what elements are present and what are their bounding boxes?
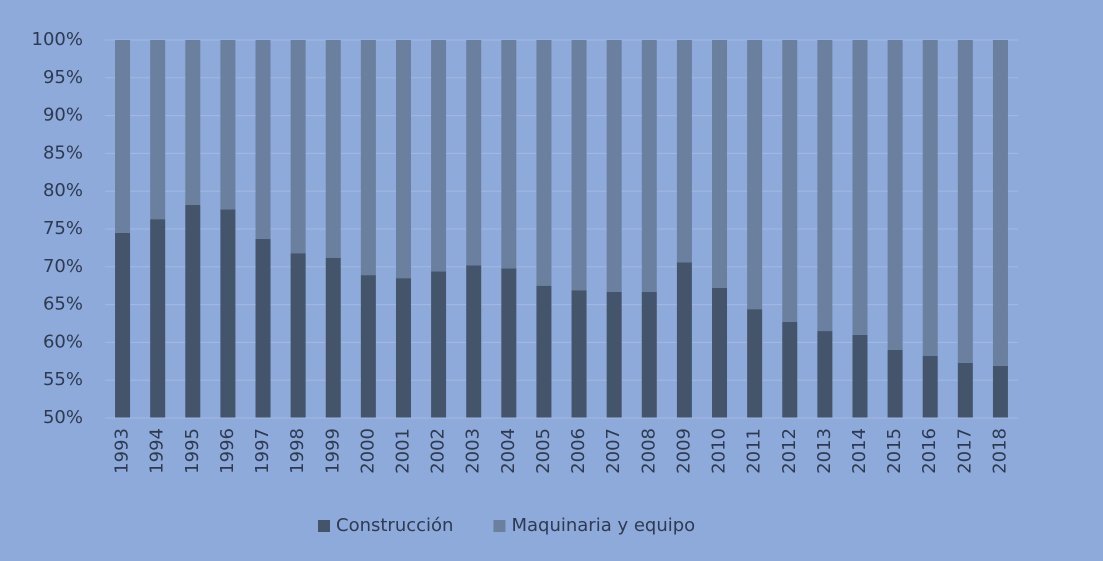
x-tick-label: 1995 [182, 428, 203, 474]
y-tick-label: 85% [43, 142, 83, 163]
x-tick-label: 1993 [112, 428, 133, 474]
bar-segment [536, 285, 552, 418]
x-tick-label: 2012 [779, 428, 800, 474]
y-tick-label: 75% [43, 218, 83, 239]
bar-segment [641, 291, 657, 418]
bar-segment [185, 40, 201, 205]
x-tick-label: 2011 [744, 428, 765, 474]
legend-swatch [318, 520, 330, 532]
x-tick-label: 2004 [498, 428, 519, 474]
bar-segment [571, 290, 587, 418]
x-tick-label: 2008 [638, 428, 659, 474]
bar-segment [992, 365, 1008, 418]
y-tick-label: 55% [43, 369, 83, 390]
bar-segment [501, 40, 517, 269]
bar-segment [220, 40, 236, 210]
x-tick-label: 2006 [568, 428, 589, 474]
x-tick-label: 2005 [533, 428, 554, 474]
bar-segment [676, 262, 692, 418]
bar-segment [290, 253, 306, 418]
bar-segment [817, 331, 833, 418]
bar-segment [922, 40, 938, 357]
bar-segment [466, 40, 482, 266]
x-tick-label: 1999 [322, 428, 343, 474]
bar-segment [150, 219, 166, 418]
x-tick-label: 2018 [989, 428, 1010, 474]
x-tick-label: 2000 [357, 428, 378, 474]
bar-segment [466, 265, 482, 418]
x-tick-label: 1998 [287, 428, 308, 474]
y-tick-label: 95% [43, 67, 83, 88]
legend-label: Construcción [336, 515, 453, 536]
x-tick-label: 2002 [428, 428, 449, 474]
bar-segment [957, 362, 973, 418]
bar-segment [782, 321, 798, 418]
bar-segment [992, 40, 1008, 366]
bar-segment [712, 287, 728, 418]
legend-label: Maquinaria y equipo [511, 515, 695, 536]
x-tick-label: 2015 [884, 428, 905, 474]
bar-segment [360, 40, 376, 276]
x-tick-label: 2009 [673, 428, 694, 474]
bar-segment [782, 40, 798, 322]
bar-segment [747, 309, 763, 418]
bar-segment [887, 40, 903, 350]
bar-segment [325, 40, 341, 258]
bar-segment [360, 275, 376, 418]
x-tick-label: 2010 [709, 428, 730, 474]
bar-segment [712, 40, 728, 288]
bar-segment [922, 356, 938, 418]
bar-segment [536, 40, 552, 286]
bar-segment [571, 40, 587, 291]
y-tick-label: 70% [43, 256, 83, 277]
x-tick-label: 2014 [849, 428, 870, 474]
x-tick-label: 2017 [954, 428, 975, 474]
bar-segment [220, 209, 236, 418]
x-tick-label: 2001 [392, 428, 413, 474]
bar-segment [255, 238, 271, 418]
bar-segment [325, 257, 341, 418]
y-tick-label: 90% [43, 105, 83, 126]
x-tick-label: 2003 [463, 428, 484, 474]
y-tick-label: 50% [43, 407, 83, 428]
bar-segment [255, 40, 271, 239]
bar-segment [852, 334, 868, 418]
bar-segment [150, 40, 166, 220]
x-tick-label: 1994 [147, 428, 168, 474]
bar-segment [641, 40, 657, 292]
bar-segment [395, 278, 411, 418]
bar-segment [887, 349, 903, 418]
bar-segment [957, 40, 973, 363]
bar-segment [817, 40, 833, 332]
bar-segment [431, 271, 447, 418]
bar-segment [115, 40, 131, 233]
bar-segment [676, 40, 692, 263]
bar-segment [431, 40, 447, 272]
bar-segment [290, 40, 306, 254]
x-tick-label: 1997 [252, 428, 273, 474]
x-tick-label: 2013 [814, 428, 835, 474]
x-tick-label: 2007 [603, 428, 624, 474]
y-tick-label: 100% [32, 29, 83, 50]
bar-segment [115, 232, 131, 418]
bar-segment [852, 40, 868, 335]
bar-segment [747, 40, 763, 310]
bar-segment [606, 40, 622, 292]
y-tick-label: 80% [43, 180, 83, 201]
x-tick-label: 2016 [919, 428, 940, 474]
legend-swatch [493, 520, 506, 532]
bar-segment [185, 204, 201, 418]
bar-segment [606, 291, 622, 418]
x-tick-label: 1996 [217, 428, 238, 474]
y-tick-label: 60% [43, 331, 83, 352]
bar-segment [395, 40, 411, 279]
bar-segment [501, 268, 517, 418]
y-tick-label: 65% [43, 294, 83, 315]
